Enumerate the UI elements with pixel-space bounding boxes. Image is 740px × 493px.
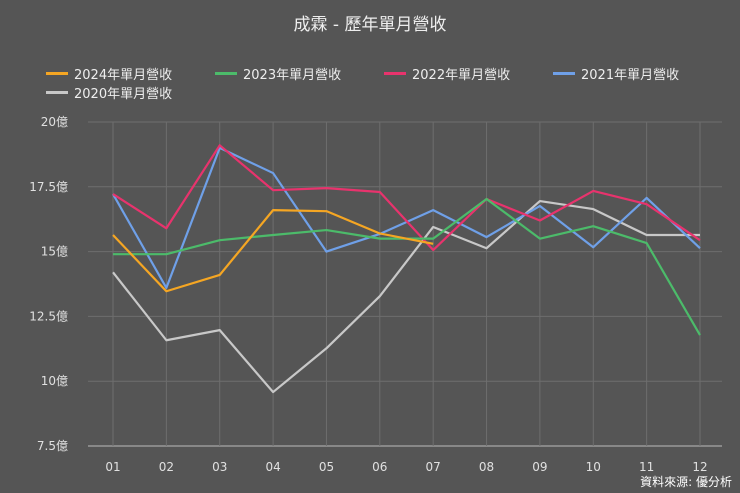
legend-item-2022[interactable]: 2022年單月營收 [384, 64, 510, 83]
legend-swatch [553, 72, 575, 75]
y-tick-label: 10億 [41, 374, 68, 388]
x-tick-label: 04 [265, 460, 280, 474]
x-tick-label: 12 [692, 460, 707, 474]
x-tick-label: 03 [212, 460, 227, 474]
y-tick-label: 7.5億 [37, 439, 68, 453]
legend-swatch [46, 72, 68, 75]
legend-label: 2023年單月營收 [243, 68, 342, 83]
legend-item-2021[interactable]: 2021年單月營收 [553, 64, 679, 83]
series-line-2020年單月營收 [112, 199, 700, 394]
y-tick-label: 17.5億 [29, 180, 68, 194]
x-tick-label: 05 [319, 460, 334, 474]
series-line-2024年單月營收 [112, 209, 434, 293]
source-label: 資料來源: 優分析 [640, 475, 732, 489]
legend-swatch [384, 72, 406, 75]
y-tick-label: 20億 [41, 115, 68, 129]
x-tick-label: 01 [105, 460, 120, 474]
y-tick-label: 15億 [41, 245, 68, 259]
legend-label: 2020年單月營收 [74, 87, 173, 102]
legend-label: 2022年單月營收 [412, 68, 511, 83]
x-tick-label: 02 [159, 460, 174, 474]
legend-item-2020[interactable]: 2020年單月營收 [46, 83, 172, 102]
legend-label: 2024年單月營收 [74, 68, 173, 83]
x-tick-label: 10 [586, 460, 601, 474]
x-tick-label: 09 [532, 460, 547, 474]
x-tick-label: 06 [372, 460, 387, 474]
x-tick-label: 07 [426, 460, 441, 474]
series-line-2022年單月營收 [112, 144, 701, 252]
legend-swatch [46, 91, 68, 94]
legend-swatch [215, 72, 237, 75]
legend-item-2023[interactable]: 2023年單月營收 [215, 64, 341, 83]
y-tick-label: 12.5億 [29, 309, 68, 323]
legend-item-2024[interactable]: 2024年單月營收 [46, 64, 172, 83]
x-tick-label: 08 [479, 460, 494, 474]
legend-label: 2021年單月營收 [581, 68, 680, 83]
chart-title: 成霖 - 歷年單月營收 [293, 15, 447, 35]
x-tick-label: 11 [639, 460, 654, 474]
